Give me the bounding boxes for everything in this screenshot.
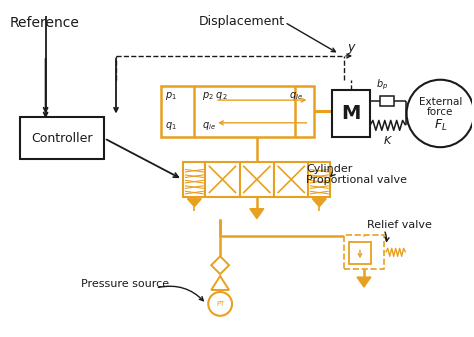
Polygon shape <box>357 277 371 287</box>
Bar <box>183 162 205 197</box>
Text: PT: PT <box>216 301 224 307</box>
Text: force: force <box>427 108 454 118</box>
Text: $F_L$: $F_L$ <box>434 118 447 133</box>
Text: Cylinder: Cylinder <box>306 164 353 174</box>
Text: $p_1$: $p_1$ <box>164 90 176 102</box>
Bar <box>309 162 330 197</box>
Bar <box>205 162 240 197</box>
Polygon shape <box>211 276 229 290</box>
Text: Reference: Reference <box>10 16 80 30</box>
Bar <box>274 162 309 197</box>
Text: M: M <box>341 104 361 123</box>
Bar <box>332 90 370 137</box>
Bar <box>161 86 314 137</box>
Polygon shape <box>187 199 201 207</box>
Text: Displacement: Displacement <box>199 15 285 28</box>
Text: External: External <box>419 97 462 106</box>
Text: Proportional valve: Proportional valve <box>306 175 408 185</box>
Bar <box>349 242 371 264</box>
Bar <box>20 117 104 159</box>
Text: $q_1$: $q_1$ <box>164 120 176 132</box>
Circle shape <box>208 292 232 316</box>
Text: $y$: $y$ <box>347 42 357 56</box>
Bar <box>344 236 384 269</box>
Text: $q_{le}$: $q_{le}$ <box>289 90 302 102</box>
Text: $K$: $K$ <box>383 134 393 146</box>
Text: $p_2$ $q_2$: $p_2$ $q_2$ <box>202 90 228 102</box>
Text: Pressure source: Pressure source <box>82 279 169 289</box>
Circle shape <box>407 80 474 147</box>
Text: Controller: Controller <box>31 132 93 145</box>
Polygon shape <box>312 199 326 207</box>
Bar <box>380 96 394 105</box>
Polygon shape <box>250 209 264 219</box>
Polygon shape <box>211 256 229 274</box>
Text: $b_p$: $b_p$ <box>376 77 388 92</box>
Text: Relief valve: Relief valve <box>367 219 432 229</box>
Text: $q_{ie}$: $q_{ie}$ <box>202 120 216 132</box>
Bar <box>240 162 274 197</box>
